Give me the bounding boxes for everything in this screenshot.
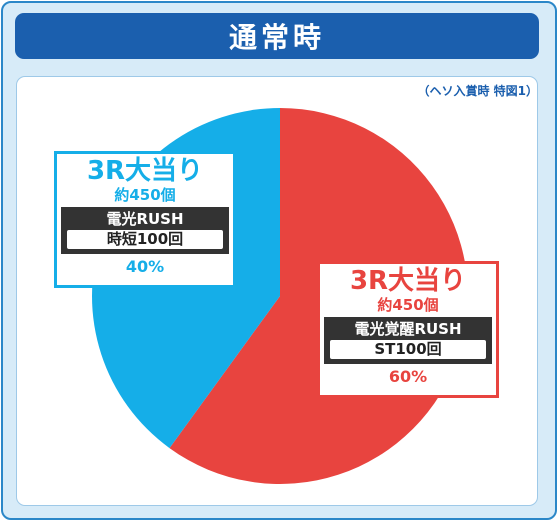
slice-label-red: 3R大当り 約450個 電光覚醒RUSH ST100回 60% — [317, 261, 499, 398]
slice-label-mode-box: 電光RUSH 時短100回 — [61, 207, 229, 254]
slice-label-blue: 3R大当り 約450個 電光RUSH 時短100回 40% — [54, 151, 236, 288]
slice-label-mode: 電光RUSH — [106, 210, 184, 228]
slice-label-mode-box: 電光覚醒RUSH ST100回 — [324, 317, 492, 364]
slice-label-jitan: 時短100回 — [67, 230, 223, 249]
slice-label-payout: 約450個 — [377, 296, 439, 314]
condition-note: （ヘソ入賞時 特図1） — [417, 84, 538, 98]
slice-label-title: 3R大当り — [349, 266, 467, 296]
slice-label-percent: 60% — [388, 367, 428, 386]
slice-label-title: 3R大当り — [86, 156, 204, 186]
slice-label-payout: 約450個 — [114, 186, 176, 204]
slice-label-mode: 電光覚醒RUSH — [354, 320, 462, 338]
slice-label-jitan: ST100回 — [330, 340, 486, 359]
page-title: 通常時 — [15, 13, 539, 59]
slice-label-percent: 40% — [125, 257, 165, 276]
